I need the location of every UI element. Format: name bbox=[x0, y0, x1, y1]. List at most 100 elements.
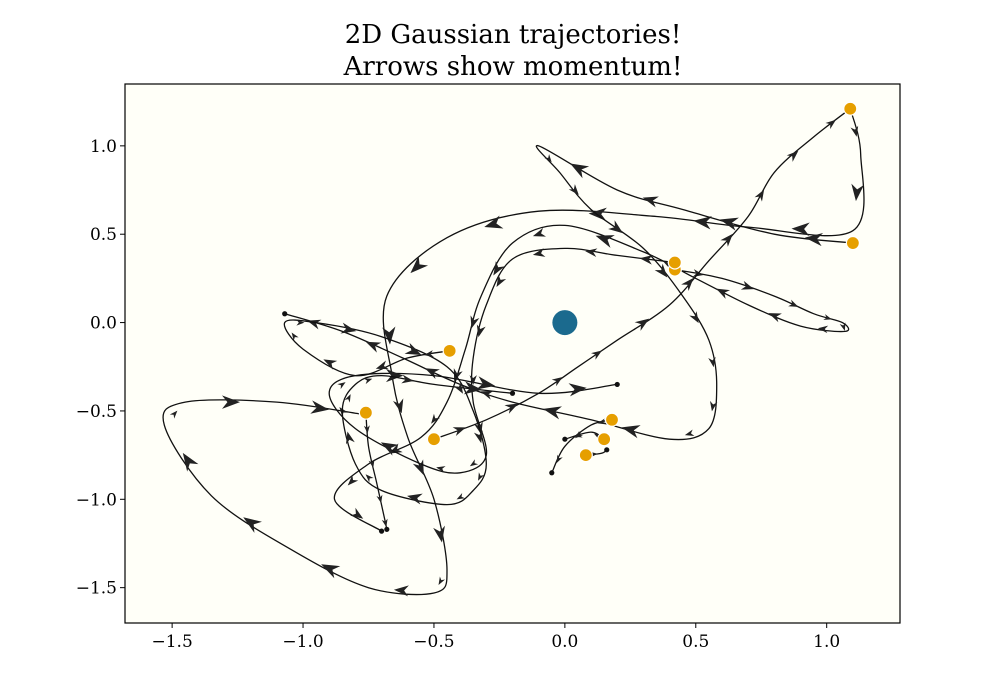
momentum-arrow bbox=[410, 255, 429, 274]
start-point bbox=[845, 235, 860, 251]
start-point bbox=[604, 412, 620, 427]
momentum-arrow bbox=[850, 125, 859, 137]
momentum-arrow bbox=[496, 274, 507, 288]
momentum-arrow bbox=[243, 517, 262, 533]
momentum-arrow bbox=[469, 459, 479, 467]
momentum-arrow bbox=[347, 474, 359, 486]
momentum-arrow bbox=[716, 288, 731, 299]
momentum-arrow bbox=[345, 431, 355, 445]
momentum-arrow bbox=[182, 452, 199, 472]
momentum-arrow bbox=[376, 494, 383, 504]
momentum-arrow bbox=[340, 322, 357, 334]
momentum-arrow bbox=[323, 359, 338, 370]
momentum-arrow bbox=[823, 314, 832, 320]
chart-title-line-1: 2D Gaussian trajectories! bbox=[345, 20, 682, 50]
trajectory-end-point bbox=[282, 311, 288, 317]
momentum-arrow bbox=[469, 375, 477, 385]
start-point bbox=[426, 432, 442, 447]
x-tick-label: −1.0 bbox=[282, 632, 323, 652]
momentum-arrow bbox=[412, 459, 424, 476]
momentum-arrow bbox=[424, 350, 434, 358]
momentum-arrow bbox=[368, 459, 375, 468]
momentum-arrow bbox=[438, 576, 446, 585]
y-tick-label: −1.5 bbox=[76, 579, 117, 599]
momentum-arrow bbox=[363, 378, 373, 385]
x-tick-label: 1.0 bbox=[813, 632, 840, 652]
momentum-arrow bbox=[543, 406, 563, 420]
momentum-arrow bbox=[839, 322, 846, 331]
momentum-arrow bbox=[788, 299, 799, 307]
x-tick-label: −0.5 bbox=[413, 632, 454, 652]
momentum-arrow bbox=[654, 263, 668, 278]
momentum-arrow bbox=[591, 350, 602, 360]
momentum-arrow bbox=[365, 341, 382, 353]
momentum-arrow bbox=[825, 119, 836, 130]
trajectory-end-point bbox=[378, 528, 385, 534]
momentum-arrow bbox=[222, 395, 240, 409]
momentum-arrow bbox=[786, 150, 799, 162]
momentum-arrow bbox=[453, 368, 463, 382]
momentum-arrow bbox=[595, 235, 615, 248]
x-tick-label: −1.5 bbox=[151, 632, 192, 652]
momentum-arrow bbox=[693, 216, 713, 230]
x-tick-label: 0.5 bbox=[682, 632, 709, 652]
start-point bbox=[578, 448, 593, 463]
center-point bbox=[552, 310, 578, 336]
trajectory-end-point bbox=[562, 436, 568, 442]
momentum-arrow bbox=[689, 311, 699, 324]
momentum-arrow bbox=[478, 472, 485, 481]
y-tick-label: 0.5 bbox=[90, 225, 117, 245]
momentum-arrow bbox=[470, 315, 480, 329]
momentum-arrow bbox=[476, 324, 486, 338]
momentum-arrow bbox=[452, 427, 466, 437]
trajectory-end-point bbox=[604, 447, 610, 453]
momentum-arrow bbox=[480, 390, 494, 400]
momentum-arrow bbox=[791, 222, 810, 236]
trajectory-end-point bbox=[509, 390, 516, 396]
momentum-arrow bbox=[608, 220, 624, 234]
momentum-arrow bbox=[568, 383, 587, 397]
momentum-arrow bbox=[556, 454, 563, 464]
trajectory-end-point bbox=[614, 381, 620, 388]
momentum-arrow bbox=[585, 248, 598, 258]
momentum-arrow bbox=[291, 332, 299, 341]
momentum-arrow bbox=[473, 430, 483, 444]
momentum-arrow bbox=[392, 398, 404, 414]
momentum-arrow bbox=[375, 360, 389, 370]
trajectory-line bbox=[333, 224, 850, 532]
momentum-arrow bbox=[393, 585, 409, 597]
start-point bbox=[843, 101, 858, 116]
momentum-arrow bbox=[407, 493, 423, 505]
momentum-arrow bbox=[436, 466, 446, 473]
momentum-arrow bbox=[382, 326, 396, 345]
momentum-arrow bbox=[296, 319, 305, 326]
trajectory-line bbox=[283, 319, 513, 506]
trajectory-line bbox=[433, 108, 851, 440]
start-point bbox=[358, 405, 373, 420]
momentum-arrow bbox=[568, 184, 579, 196]
start-point bbox=[667, 255, 682, 270]
momentum-arrow bbox=[344, 394, 351, 403]
momentum-arrow bbox=[321, 564, 341, 579]
y-tick-label: −1.0 bbox=[76, 490, 117, 510]
momentum-arrow bbox=[310, 400, 330, 414]
y-tick-label: 0.0 bbox=[90, 314, 117, 334]
x-tick-label: 0.0 bbox=[551, 632, 578, 652]
momentum-arrow bbox=[570, 163, 590, 179]
momentum-arrow bbox=[380, 442, 399, 456]
momentum-arrow bbox=[350, 507, 364, 519]
momentum-arrow bbox=[720, 233, 733, 247]
momentum-arrow bbox=[463, 381, 482, 395]
momentum-arrow bbox=[365, 474, 374, 483]
momentum-arrow bbox=[404, 342, 422, 356]
momentum-arrow bbox=[381, 518, 388, 528]
momentum-arrow bbox=[709, 400, 718, 412]
momentum-arrow bbox=[169, 410, 178, 419]
momentum-arrow bbox=[433, 525, 445, 543]
momentum-arrow bbox=[504, 403, 519, 414]
start-point bbox=[597, 432, 612, 447]
momentum-arrow bbox=[456, 492, 466, 500]
y-tick-label: −0.5 bbox=[76, 402, 117, 422]
momentum-arrow bbox=[708, 356, 716, 368]
